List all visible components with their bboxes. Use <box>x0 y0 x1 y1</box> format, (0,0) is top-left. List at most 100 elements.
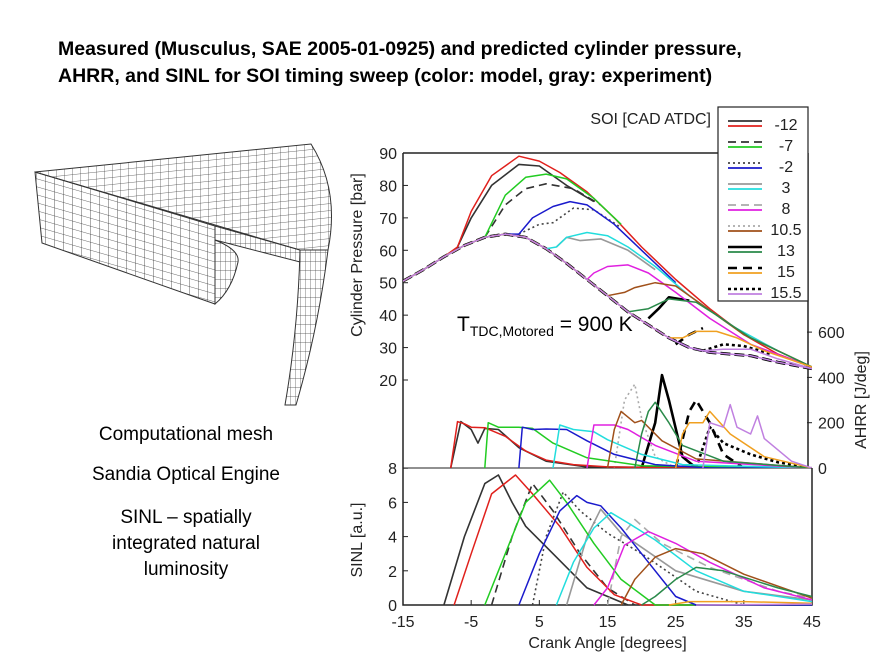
pressure-model-soi--2 <box>403 200 677 284</box>
pressure-experiment-soi-3 <box>555 236 656 271</box>
title-line-2: AHRR, and SINL for SOI timing sweep (col… <box>58 65 713 87</box>
ahrr-tick-label: 0 <box>818 461 827 478</box>
x-tick-label: 25 <box>667 614 685 631</box>
legend-label: -12 <box>774 117 797 134</box>
caption-sinl-1: SINL – spatially <box>120 507 252 528</box>
pressure-experiment-soi-13 <box>647 296 690 320</box>
pressure-model-soi--7 <box>403 173 622 282</box>
sinl-tick-label: 8 <box>388 461 397 478</box>
x-tick-label: 45 <box>803 614 821 631</box>
pressure-experiment-soi--7 <box>484 183 602 238</box>
annotation-value: = 900 K <box>554 313 633 336</box>
sinl-curves <box>443 474 812 606</box>
ahrr-tick-label: 400 <box>818 370 845 387</box>
ahrr-model-soi-3 <box>552 424 812 468</box>
pressure-tick-label: 20 <box>379 373 397 390</box>
legend-label: -7 <box>779 138 793 155</box>
caption-engine: Sandia Optical Engine <box>91 464 280 485</box>
caption-sinl-2: integrated natural <box>112 533 260 554</box>
motored-temperature-annotation: TTDC,Motored = 900 K <box>457 313 633 339</box>
pressure-tick-label: 50 <box>379 276 397 293</box>
sinl-model-soi--7 <box>484 479 812 606</box>
legend-item-soi--7: -7 <box>728 138 793 155</box>
legend-label: 15 <box>777 264 795 281</box>
legend-item-soi-3: 3 <box>728 180 791 197</box>
legend-label: 13 <box>777 243 795 260</box>
pressure-axis-label: Cylinder Pressure [bar] <box>349 173 366 337</box>
sinl-model-soi-13 <box>641 566 812 606</box>
ahrr-experiment-soi-13 <box>640 373 697 468</box>
legend-item-soi-8: 8 <box>728 201 791 218</box>
sinl-model-soi--12 <box>453 474 812 606</box>
ahrr-model-soi-15.5 <box>702 403 812 468</box>
mesh-wireframe <box>34 143 332 406</box>
legend-title: SOI [CAD ATDC] <box>590 111 711 128</box>
legend: -12 -7 -2 3 8 10.5 13 15 15.5 <box>717 106 809 302</box>
legend-item-soi-10.5: 10.5 <box>728 222 802 239</box>
x-tick-label: 5 <box>535 614 544 631</box>
pressure-ahrr-curves <box>403 155 812 468</box>
pressure-tick-label: 90 <box>379 146 397 163</box>
legend-label: 10.5 <box>770 222 801 239</box>
ahrr-tick-label: 600 <box>818 325 845 342</box>
pressure-experiment-soi--12 <box>456 163 595 248</box>
x-tick-label: -15 <box>391 614 414 631</box>
pressure-experiment-soi--2 <box>518 207 622 235</box>
sinl-tick-label: 0 <box>388 598 397 615</box>
ahrr-model-soi--7 <box>484 421 812 468</box>
ahrr-model-soi-8 <box>586 424 812 468</box>
sinl-model-soi-8 <box>593 530 812 606</box>
mesh-bowl <box>214 239 239 306</box>
legend-item-soi--12: -12 <box>728 117 798 134</box>
sinl-tick-label: 6 <box>388 495 397 512</box>
x-tick-label: 35 <box>735 614 753 631</box>
slide-title: Measured (Musculus, SAE 2005-01-0925) an… <box>58 36 742 90</box>
pressure-tick-label: 40 <box>379 308 397 325</box>
legend-item-soi-13: 13 <box>728 243 795 260</box>
x-tick-label: -5 <box>464 614 478 631</box>
legend-item-soi--2: -2 <box>728 159 793 176</box>
pressure-tick-label: 30 <box>379 341 397 358</box>
legend-label: 8 <box>782 201 791 218</box>
sinl-model-soi-3 <box>555 511 812 606</box>
sinl-experiment-soi--12 <box>443 474 629 606</box>
legend-label: -2 <box>779 159 793 176</box>
sinl-model-soi-15.5 <box>696 603 812 606</box>
ahrr-tick-label: 200 <box>818 416 845 433</box>
legend-label: 15.5 <box>770 285 801 302</box>
sinl-tick-label: 2 <box>388 564 397 581</box>
sinl-model-soi--2 <box>518 494 812 606</box>
sinl-model-soi-15 <box>668 600 812 606</box>
pressure-tick-label: 60 <box>379 243 397 260</box>
ahrr-experiment-soi-15.5 <box>694 425 812 468</box>
x-axis-label: Crank Angle [degrees] <box>528 635 686 652</box>
legend-label: 3 <box>782 180 791 197</box>
legend-item-soi-15: 15 <box>728 264 795 281</box>
legend-item-soi-15.5: 15.5 <box>728 285 802 302</box>
pressure-experiment-soi-15.5 <box>702 343 772 356</box>
pressure-tick-label: 80 <box>379 178 397 195</box>
sinl-axis-label: SINL [a.u.] <box>349 503 366 578</box>
ahrr-experiment-soi--12 <box>449 420 812 468</box>
ahrr-model-soi-15 <box>674 410 812 468</box>
annotation-subscript: TDC,Motored <box>470 323 554 339</box>
sinl-tick-label: 4 <box>388 530 397 547</box>
caption-mesh: Computational mesh <box>98 424 274 445</box>
ahrr-model-soi--12 <box>449 420 812 468</box>
sinl-model-soi-10.5 <box>620 547 812 606</box>
mesh-squish-wall <box>284 249 329 406</box>
ahrr-axis-label: AHRR [J/deg] <box>853 351 870 449</box>
caption-sinl-3: luminosity <box>143 559 229 580</box>
pressure-experiment-soi-15 <box>674 326 704 346</box>
ahrr-model-soi-10.5 <box>606 410 812 468</box>
ahrr-model-soi-13 <box>634 401 812 468</box>
title-line-1: Measured (Musculus, SAE 2005-01-0925) an… <box>58 38 742 60</box>
pressure-tick-label: 70 <box>379 211 397 228</box>
annotation-main: T <box>457 313 470 336</box>
ahrr-model-soi--2 <box>518 426 812 468</box>
pressure-model-soi-15.5 <box>403 233 812 370</box>
x-tick-label: 15 <box>599 614 617 631</box>
ahrr-experiment-soi-15 <box>674 398 745 468</box>
